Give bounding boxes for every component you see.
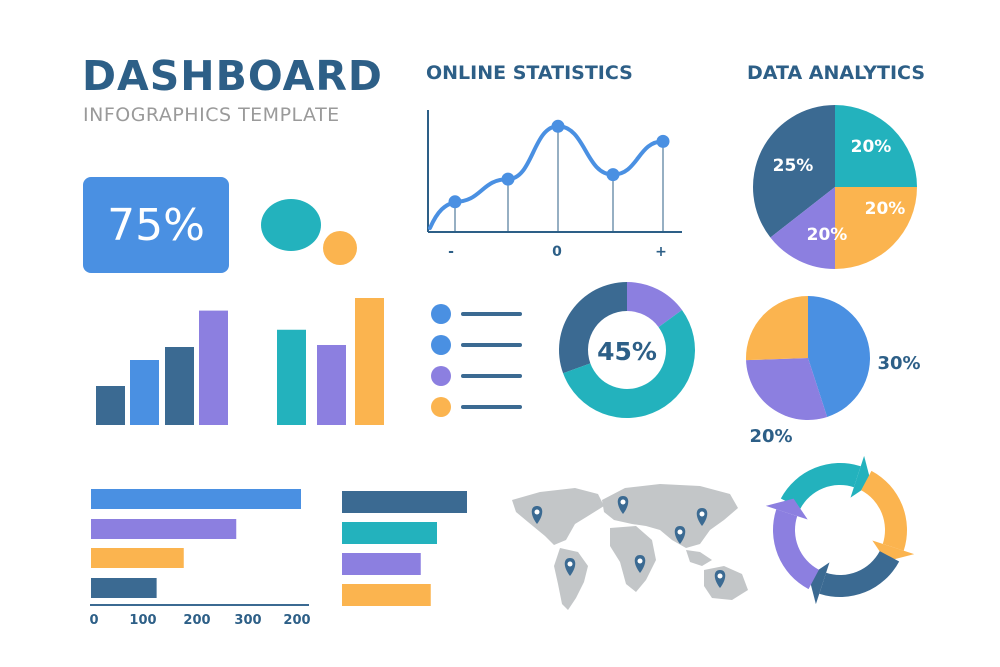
map-pin-dot [717,573,723,579]
pie-slice-label: 25% [773,156,814,176]
dashboard-subtitle: INFOGRAPHICS TEMPLATE [83,104,340,126]
map-pin-icon [531,506,543,524]
bar [130,360,159,425]
line-series [428,124,665,230]
map-pin-dot [699,511,705,517]
map-pin-icon [617,496,629,514]
legend-dot [431,366,451,386]
bar [355,298,384,425]
pie2-label: 20% [749,426,792,447]
continent-shape [704,566,748,600]
hbar-tick: 0 [89,613,98,628]
hbar2 [342,522,437,544]
legend-dot [431,335,451,355]
hbar-tick: 200 [183,613,210,628]
decor-circle-orange [323,231,357,265]
line-point [656,134,670,148]
cycle-arrow-body [861,470,907,551]
line-x-tick: - [448,244,454,260]
map-pin-dot [677,529,683,535]
cycle-arrow-head-icon [872,540,915,562]
continent-shape [686,550,712,566]
map-pin-icon [696,508,708,526]
continent-shape [554,548,588,610]
map-pin-icon [634,555,646,573]
continent-shape [602,484,738,548]
bar [317,344,346,425]
line-x-tick: + [655,244,667,260]
bar [277,329,306,425]
bar [165,347,194,425]
map-pin-icon [714,570,726,588]
hbar [91,578,157,598]
hbar2 [342,491,467,513]
hbar [91,489,301,509]
decor-circle-teal [261,199,321,251]
cycle-arrow-body [819,551,900,597]
kpi-card: 75% [83,177,229,273]
hbar-tick: 200 [283,613,310,628]
pie-slice-label: 20% [807,225,848,245]
pie-slice [835,187,917,269]
hbar-tick: 300 [234,613,261,628]
cycle-arrow-head-icon [850,455,872,498]
pie2-label: 30% [877,353,920,374]
continent-shape [610,526,656,592]
online-statistics-title: ONLINE STATISTICS [426,62,633,84]
legend-dot [431,397,451,417]
hbar2 [342,553,421,575]
pie2-slice [746,358,828,420]
cycle-arrow-body [780,462,861,509]
hbar [91,519,237,539]
hbar [91,548,184,568]
pie-slice-label: 20% [865,199,906,219]
line-point [551,119,565,133]
pie2-slice [746,296,808,361]
line-point [501,172,515,186]
line-point [448,195,462,209]
pie-slice-label: 20% [851,137,892,157]
data-analytics-title: DATA ANALYTICS [747,62,926,84]
map-pin-dot [637,558,643,564]
bar [199,310,228,425]
donut-segment [558,282,627,374]
map-pin-icon [564,558,576,576]
bar [96,386,125,425]
dashboard-title: DASHBOARD [82,52,383,100]
line-x-tick: 0 [552,244,562,260]
world-map [512,484,748,610]
pie2-slice [808,296,870,417]
cycle-arrow-body [773,509,819,590]
hbar-tick: 100 [129,613,156,628]
pie-slice [835,105,917,187]
cycle-arrow-head-icon [808,562,830,605]
map-pin-dot [620,499,626,505]
legend-dot [431,304,451,324]
pie-slice [770,187,835,269]
map-pin-dot [567,561,573,567]
map-pin-dot [534,509,540,515]
donut-segment [627,282,683,328]
continent-shape [512,488,604,545]
line-point [606,168,620,182]
donut-segment [563,310,695,418]
cycle-arrow-head-icon [765,498,808,520]
map-pin-icon [674,526,686,544]
pie-slice [753,105,835,238]
hbar2 [342,584,431,606]
donut-center-label: 45% [597,337,657,366]
